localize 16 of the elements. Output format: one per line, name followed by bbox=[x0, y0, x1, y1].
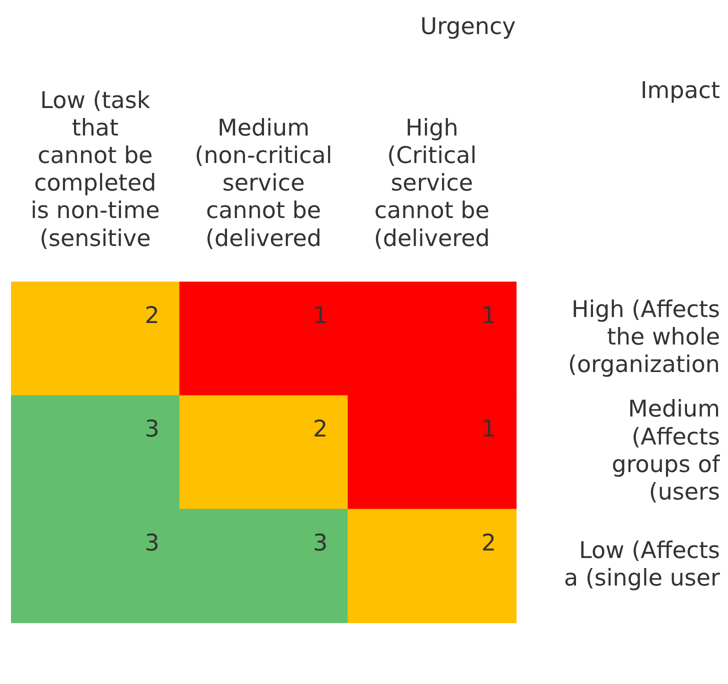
data-label: 3 bbox=[144, 530, 160, 556]
data-label: 1 bbox=[481, 416, 496, 443]
y-tick-label: Low (Affects a (single user bbox=[564, 538, 721, 592]
data-label: 2 bbox=[313, 416, 328, 443]
y-axis-title: Impact bbox=[640, 78, 720, 104]
y-tick-label: High (Affects the whole (organization bbox=[568, 296, 720, 378]
data-label: 1 bbox=[481, 303, 496, 330]
x-tick-label: Medium (non-critical service cannot be (delivered bbox=[194, 115, 332, 252]
data-label: 3 bbox=[313, 530, 328, 556]
x-tick-label: High (Critical service cannot be (delivered bbox=[374, 115, 490, 252]
data-label: 2 bbox=[144, 303, 160, 330]
x-tick-label: Low (task that cannot be completed is non-time (sensitive bbox=[30, 88, 160, 252]
x-axis-title: Urgency bbox=[419, 14, 517, 40]
data-label: 1 bbox=[313, 303, 328, 330]
data-label: 2 bbox=[481, 530, 496, 556]
data-label: 3 bbox=[144, 416, 160, 443]
